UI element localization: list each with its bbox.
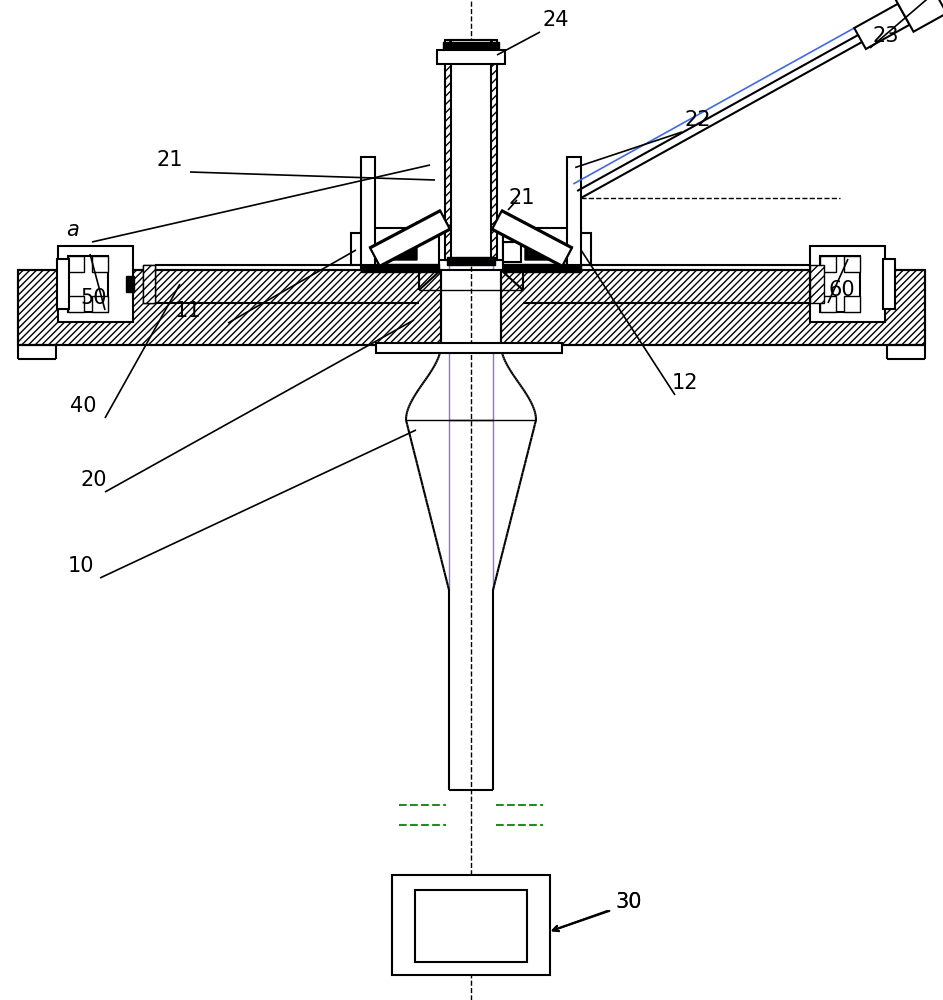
Bar bbox=[503, 264, 581, 272]
Text: 24: 24 bbox=[542, 10, 569, 30]
Bar bbox=[443, 42, 499, 52]
Bar bbox=[576, 233, 591, 265]
Polygon shape bbox=[375, 222, 417, 260]
Polygon shape bbox=[854, 4, 910, 49]
Text: 22: 22 bbox=[684, 110, 710, 130]
Bar bbox=[126, 276, 134, 292]
Text: 50: 50 bbox=[80, 288, 107, 308]
Bar bbox=[68, 256, 84, 272]
Bar bbox=[810, 246, 885, 322]
Bar bbox=[361, 157, 375, 265]
Bar bbox=[392, 875, 550, 975]
Polygon shape bbox=[810, 265, 822, 303]
Bar bbox=[567, 157, 581, 265]
Bar bbox=[57, 259, 69, 309]
Text: 30: 30 bbox=[615, 892, 641, 912]
Text: 30: 30 bbox=[615, 892, 641, 912]
Polygon shape bbox=[143, 265, 155, 303]
Bar bbox=[361, 264, 439, 272]
Bar bbox=[844, 256, 860, 272]
Text: 23: 23 bbox=[872, 26, 899, 46]
Bar bbox=[361, 228, 439, 270]
Bar bbox=[503, 242, 521, 262]
Polygon shape bbox=[370, 210, 450, 267]
Polygon shape bbox=[143, 265, 155, 303]
Bar bbox=[437, 50, 505, 64]
Bar bbox=[92, 256, 108, 272]
Bar bbox=[351, 233, 366, 265]
Text: 60: 60 bbox=[828, 280, 854, 300]
Polygon shape bbox=[891, 0, 943, 32]
Bar bbox=[820, 256, 860, 312]
Polygon shape bbox=[501, 270, 925, 345]
Bar bbox=[844, 296, 860, 312]
Bar bbox=[820, 296, 836, 312]
Bar bbox=[92, 296, 108, 312]
Bar bbox=[503, 228, 581, 270]
Bar bbox=[503, 232, 513, 242]
Bar bbox=[415, 890, 527, 962]
Polygon shape bbox=[492, 210, 572, 267]
Bar bbox=[68, 296, 84, 312]
Text: 11: 11 bbox=[175, 301, 202, 321]
Bar bbox=[376, 343, 562, 353]
Text: 21: 21 bbox=[508, 188, 535, 208]
Text: a: a bbox=[66, 220, 79, 240]
Polygon shape bbox=[525, 222, 567, 260]
Text: 20: 20 bbox=[80, 470, 107, 490]
Bar bbox=[820, 256, 836, 272]
Text: 10: 10 bbox=[68, 556, 94, 576]
Polygon shape bbox=[18, 270, 441, 345]
Bar bbox=[68, 256, 108, 312]
Bar bbox=[58, 246, 133, 322]
Bar bbox=[445, 40, 497, 260]
Polygon shape bbox=[371, 211, 450, 266]
Polygon shape bbox=[492, 211, 571, 266]
Text: 21: 21 bbox=[157, 150, 184, 170]
Text: 12: 12 bbox=[672, 373, 699, 393]
Bar bbox=[883, 259, 895, 309]
Bar bbox=[447, 257, 495, 265]
Text: 40: 40 bbox=[70, 396, 96, 416]
Polygon shape bbox=[810, 265, 824, 303]
Bar bbox=[451, 40, 491, 260]
